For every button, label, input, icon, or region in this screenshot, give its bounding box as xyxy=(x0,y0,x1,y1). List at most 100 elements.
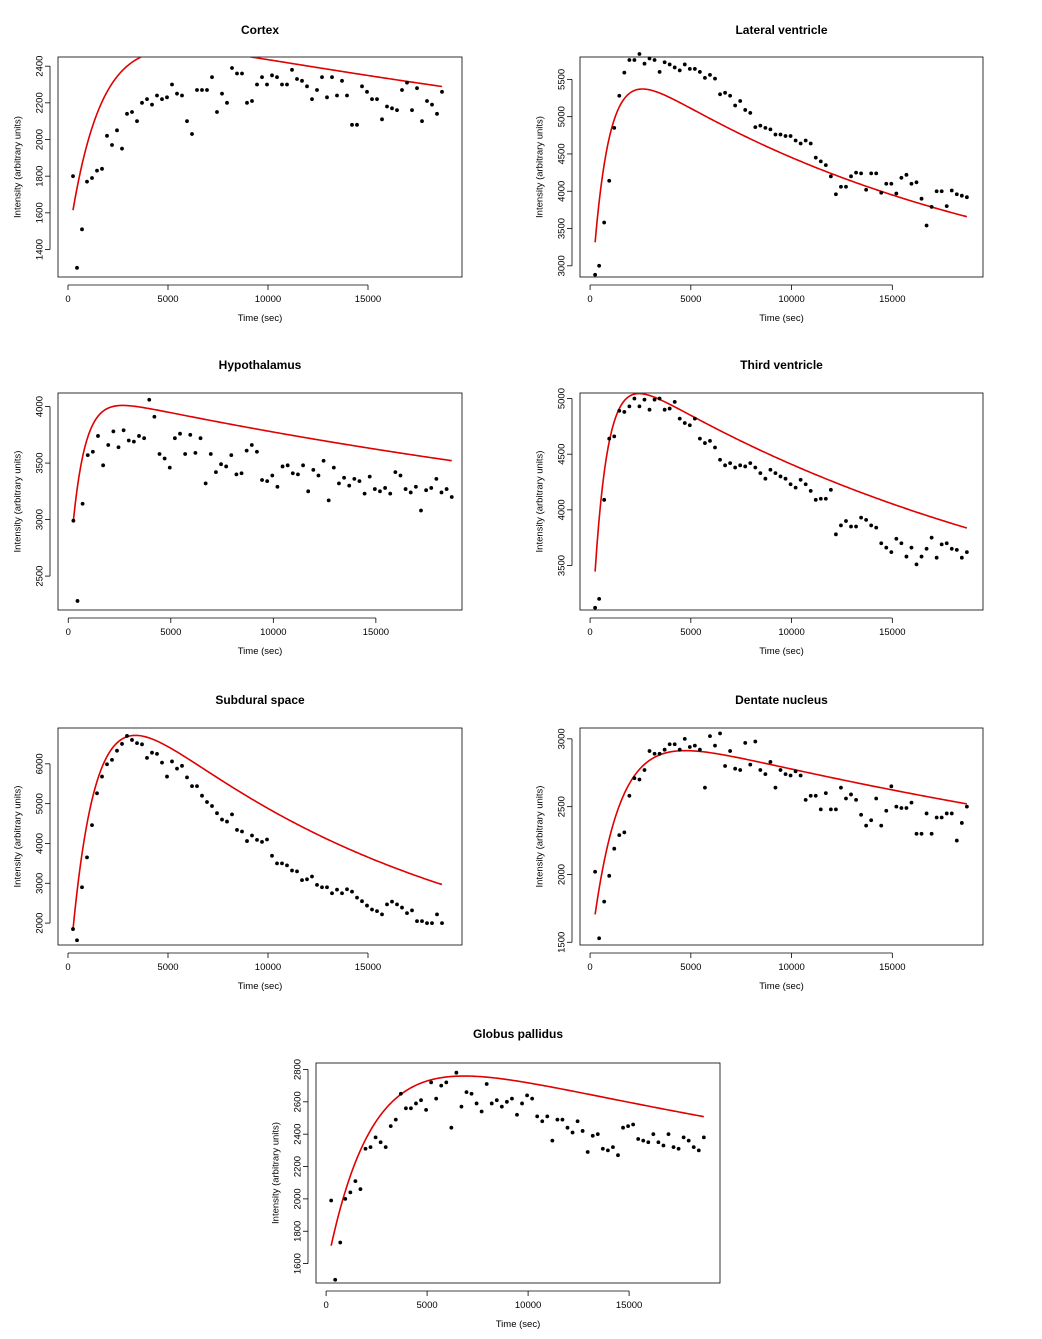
data-point xyxy=(602,220,607,225)
data-point xyxy=(409,1106,413,1111)
data-point xyxy=(275,484,280,489)
data-point xyxy=(125,734,129,738)
data-point xyxy=(425,921,429,925)
data-point xyxy=(315,88,319,92)
data-point xyxy=(515,1112,519,1117)
data-point xyxy=(200,793,204,798)
chart-panel-globus-pallidus: Globus pallidus 0 5000 10000 15000 1600 1800 20… xyxy=(271,1027,721,1330)
data-point xyxy=(115,128,119,133)
y-tick-label: 1500 xyxy=(557,932,568,953)
data-point xyxy=(415,919,419,924)
data-point xyxy=(612,125,617,130)
data-point xyxy=(949,188,954,193)
data-point xyxy=(504,1099,509,1104)
data-point xyxy=(464,1090,469,1095)
data-point xyxy=(637,777,642,782)
y-axis-label: Intensity (arbitrary units) xyxy=(13,451,24,553)
data-point xyxy=(280,464,285,469)
data-point xyxy=(823,496,828,501)
data-point xyxy=(414,1101,418,1106)
data-point xyxy=(929,535,934,540)
data-point xyxy=(686,1138,691,1143)
data-points xyxy=(71,397,454,603)
data-point xyxy=(365,903,369,908)
data-point xyxy=(380,912,384,917)
data-point xyxy=(340,78,344,83)
data-point xyxy=(95,791,99,796)
data-point xyxy=(350,122,354,127)
data-point xyxy=(439,490,444,495)
data-point xyxy=(340,891,344,896)
data-point xyxy=(828,174,833,179)
fit-curve xyxy=(594,393,968,572)
data-point xyxy=(632,58,637,62)
data-point xyxy=(85,453,90,458)
x-axis-label: Time (sec) xyxy=(238,313,283,324)
data-point xyxy=(152,414,157,419)
data-point xyxy=(929,831,934,836)
data-point xyxy=(296,472,300,477)
data-point xyxy=(150,102,154,107)
data-point xyxy=(329,1198,334,1203)
data-point xyxy=(265,837,269,842)
data-point xyxy=(393,470,398,475)
data-point xyxy=(703,441,707,445)
data-point xyxy=(687,745,692,749)
data-point xyxy=(285,463,290,468)
data-point xyxy=(647,749,652,753)
data-point xyxy=(157,452,162,456)
data-point xyxy=(869,818,874,823)
y-axis-label: Intensity (arbitrary units) xyxy=(535,451,546,553)
data-point xyxy=(305,877,309,882)
data-point xyxy=(859,515,863,520)
data-point xyxy=(662,747,667,752)
data-point xyxy=(954,548,959,552)
data-point xyxy=(743,464,748,469)
data-point xyxy=(783,772,788,777)
data-point xyxy=(738,99,743,103)
data-point xyxy=(667,406,672,411)
data-point xyxy=(230,812,234,817)
data-point xyxy=(662,60,667,65)
data-point xyxy=(444,487,449,491)
data-point xyxy=(383,1145,388,1150)
data-point xyxy=(768,127,773,132)
data-point xyxy=(879,190,884,195)
data-point xyxy=(96,434,100,438)
plot-frame xyxy=(579,727,984,946)
data-point xyxy=(170,759,174,764)
data-point xyxy=(390,106,394,111)
data-point xyxy=(337,481,341,486)
y-tick-label: 2500 xyxy=(35,566,46,587)
data-point xyxy=(828,487,833,492)
data-point xyxy=(489,1101,494,1106)
data-point xyxy=(627,58,632,62)
data-point xyxy=(874,171,879,176)
data-point xyxy=(708,734,712,739)
chart-title: Subdural space xyxy=(215,693,305,707)
data-point xyxy=(676,1146,681,1151)
y-tick-label: 3000 xyxy=(35,509,46,530)
data-point xyxy=(964,195,969,200)
data-point xyxy=(894,536,899,541)
x-tick-label: 10000 xyxy=(778,627,804,638)
data-point xyxy=(200,88,204,92)
data-point xyxy=(449,1125,454,1130)
data-point xyxy=(208,452,213,456)
data-point xyxy=(687,423,692,428)
data-point xyxy=(788,773,793,778)
data-point xyxy=(914,831,919,836)
data-point xyxy=(350,889,354,894)
data-points xyxy=(593,731,969,941)
y-tick-label: 4500 xyxy=(557,143,568,164)
data-point xyxy=(723,764,727,768)
data-point xyxy=(225,819,229,824)
data-point xyxy=(245,100,249,105)
data-point xyxy=(949,811,954,816)
chart-title: Third ventricle xyxy=(740,358,823,372)
data-points xyxy=(71,734,444,943)
data-point xyxy=(899,175,904,180)
data-point xyxy=(380,117,384,122)
y-tick-label: 2500 xyxy=(557,796,568,817)
data-point xyxy=(597,596,602,601)
